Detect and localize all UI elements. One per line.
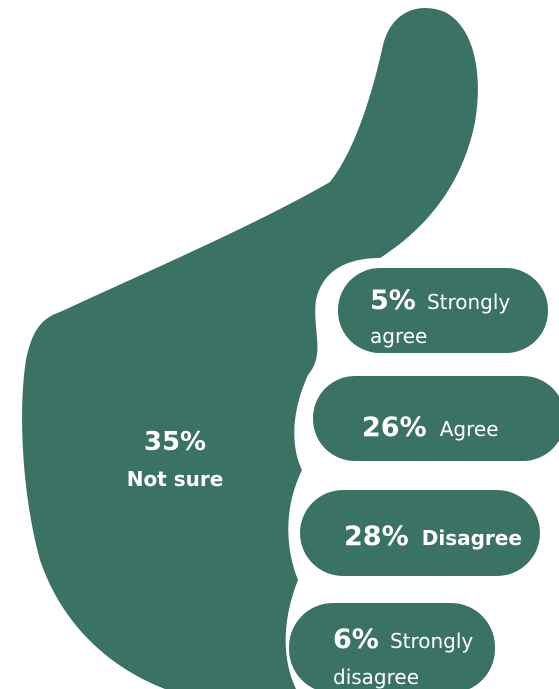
thumbs-up-icon — [22, 8, 559, 689]
not-sure-label: Not sure — [127, 467, 224, 491]
strongly-agree-label-line2: agree — [370, 324, 427, 348]
disagree-text: 28% Disagree — [344, 521, 522, 552]
agree-value: 26% — [362, 412, 427, 443]
disagree-label: Disagree — [422, 526, 522, 550]
finger-disagree — [300, 490, 540, 576]
strongly-disagree-label-line2: disagree — [333, 665, 419, 689]
not-sure-value: 35% — [144, 427, 206, 457]
finger-strongly-agree — [338, 268, 548, 353]
strongly-agree-text: 5% Strongly — [370, 285, 510, 316]
strongly-disagree-label-line1: Strongly — [390, 629, 473, 653]
disagree-value: 28% — [344, 521, 409, 552]
strongly-agree-value: 5% — [370, 285, 416, 316]
agree-text: 26% Agree — [362, 412, 499, 443]
strongly-disagree-value: 6% — [333, 624, 379, 655]
palm-not-sure-segment — [22, 8, 478, 689]
finger-agree — [313, 376, 559, 461]
agree-label: Agree — [440, 417, 499, 441]
strongly-agree-label-line1: Strongly — [427, 290, 510, 314]
strongly-disagree-text: 6% Strongly — [333, 624, 473, 655]
finger-strongly-disagree — [289, 603, 495, 689]
